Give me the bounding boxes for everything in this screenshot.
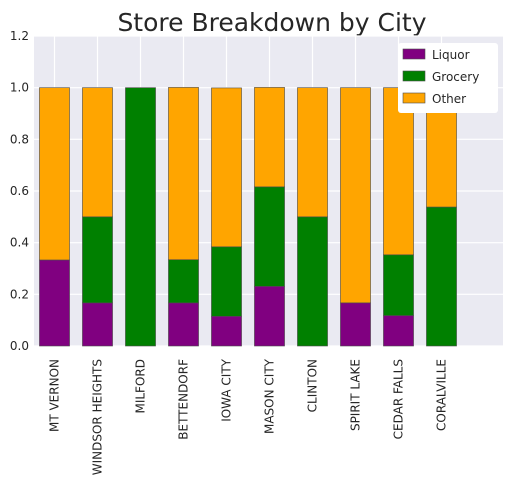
y-tick-label: 0.0: [10, 339, 29, 353]
bar-liquor-mason-city: [254, 286, 285, 347]
bar-grocery-iowa-city: [211, 246, 242, 317]
bar-other-iowa-city: [211, 87, 242, 248]
legend-label-other: Other: [432, 92, 466, 106]
bar-liquor-mt-vernon: [39, 259, 70, 347]
bars: [39, 87, 457, 347]
bar-other-mt-vernon: [39, 87, 70, 261]
bar-grocery-coralville: [426, 206, 457, 347]
bar-other-windsor-heights: [82, 87, 113, 218]
legend-swatch-liquor: [402, 48, 426, 60]
legend-label-grocery: Grocery: [432, 70, 479, 84]
bar-liquor-iowa-city: [211, 315, 242, 347]
bar-grocery-milford: [125, 87, 156, 347]
bar-grocery-windsor-heights: [82, 216, 113, 304]
legend-swatch-grocery: [402, 70, 426, 82]
bar-other-cedar-falls: [383, 87, 414, 256]
bar-grocery-clinton: [297, 216, 328, 347]
bar-other-spirit-lake: [340, 87, 371, 304]
x-tick-label: SPIRIT LAKE: [349, 359, 363, 431]
legend: Liquor Grocery Other: [398, 43, 498, 113]
x-tick-label: MASON CITY: [263, 358, 277, 434]
x-tick-label: CLINTON: [306, 359, 320, 412]
x-tick-label: CORALVILLE: [435, 359, 449, 431]
bar-liquor-windsor-heights: [82, 302, 113, 347]
y-tick-label: 0.2: [10, 287, 29, 301]
legend-swatch-other: [402, 92, 426, 104]
x-tick-label: BETTENDORF: [177, 359, 191, 440]
y-tick-label: 0.4: [10, 236, 29, 250]
y-tick-labels: 0.0 0.2 0.4 0.6 0.8 1.0 1.2: [10, 29, 29, 353]
x-tick-label: MT VERNON: [48, 359, 62, 432]
chart-title: Store Breakdown by City: [117, 8, 426, 37]
x-tick-label: WINDSOR HEIGHTS: [91, 359, 105, 475]
x-tick-label: CEDAR FALLS: [392, 359, 406, 439]
y-tick-label: 0.6: [10, 184, 29, 198]
bar-grocery-cedar-falls: [383, 254, 414, 316]
bar-other-clinton: [297, 87, 328, 218]
y-tick-label: 0.8: [10, 132, 29, 146]
y-tick-label: 1.0: [10, 81, 29, 95]
bar-other-bettendorf: [168, 87, 199, 261]
bar-liquor-bettendorf: [168, 302, 199, 347]
x-tick-label: MILFORD: [134, 359, 148, 414]
bar-other-mason-city: [254, 87, 285, 188]
bar-grocery-bettendorf: [168, 259, 199, 304]
legend-label-liquor: Liquor: [432, 48, 470, 62]
y-tick-label: 1.2: [10, 29, 29, 43]
x-tick-label: IOWA CITY: [220, 358, 234, 421]
bar-grocery-mason-city: [254, 186, 285, 287]
x-tick-labels: MT VERNON WINDSOR HEIGHTS MILFORD BETTENDOR…: [48, 358, 449, 475]
bar-liquor-cedar-falls: [383, 315, 414, 347]
bar-liquor-spirit-lake: [340, 302, 371, 347]
